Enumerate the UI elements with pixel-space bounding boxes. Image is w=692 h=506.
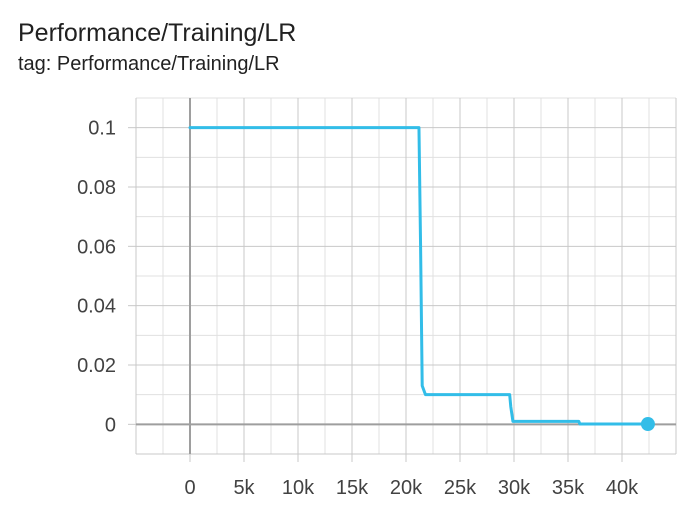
- x-tick-label: 0: [184, 477, 195, 499]
- x-tick-label: 35k: [552, 477, 585, 499]
- y-tick-label: 0.08: [77, 177, 116, 199]
- series-line: [188, 126, 650, 426]
- x-tick-label: 15k: [336, 477, 369, 499]
- y-tick-label: 0.04: [77, 296, 116, 318]
- y-tick-label: 0.1: [88, 118, 116, 140]
- y-tick-label: 0.06: [77, 236, 116, 258]
- y-tick-labels: 0 0.02 0.04 0.06 0.08 0.1: [77, 118, 116, 437]
- x-tick-labels: 0 5k 10k 15k 20k 25k 30k 35k 40k: [184, 477, 639, 499]
- x-tick-label: 10k: [282, 477, 315, 499]
- x-tick-label: 40k: [606, 477, 639, 499]
- axes: [128, 98, 676, 462]
- series-group: [188, 126, 655, 432]
- chart-title: Performance/Training/LR: [18, 19, 297, 47]
- y-tick-label: 0.02: [77, 355, 116, 377]
- last-point-marker: [640, 417, 655, 432]
- x-tick-label: 30k: [498, 477, 531, 499]
- y-tick-label: 0: [105, 414, 116, 436]
- x-tick-label: 25k: [444, 477, 477, 499]
- x-tick-label: 5k: [233, 477, 255, 499]
- chart-tag: tag: Performance/Training/LR: [18, 53, 280, 75]
- x-tick-label: 20k: [390, 477, 423, 499]
